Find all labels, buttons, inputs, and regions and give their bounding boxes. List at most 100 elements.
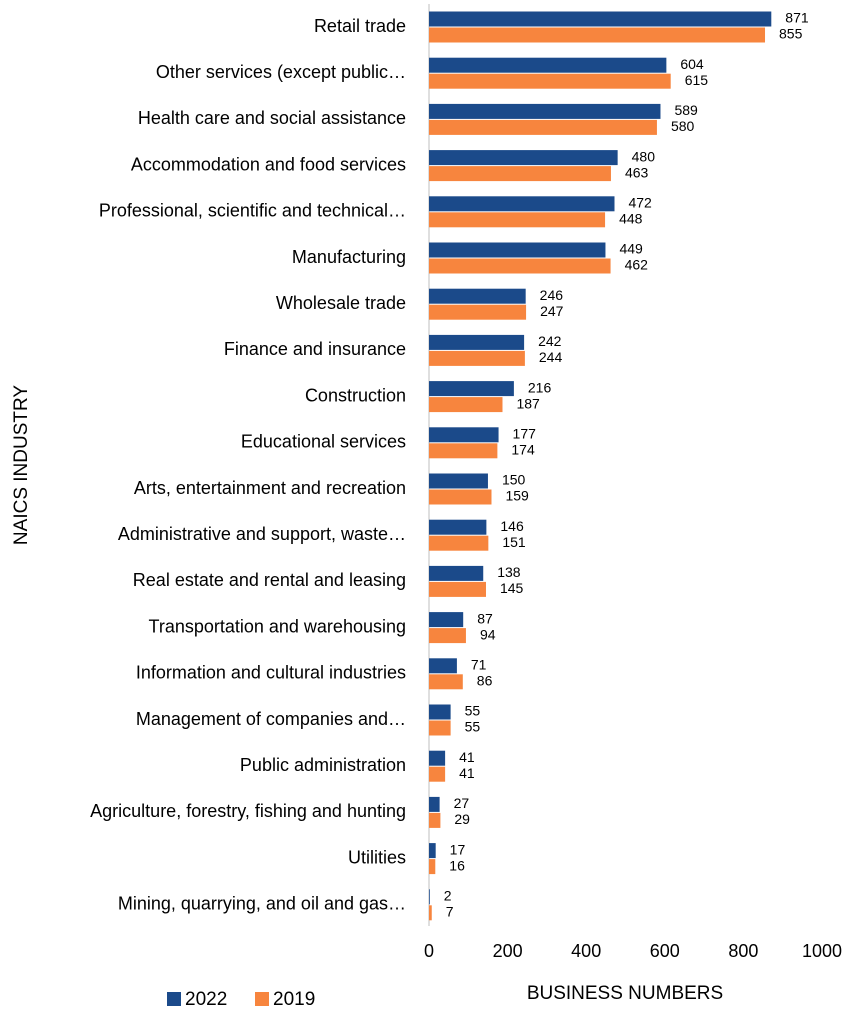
bar — [429, 397, 503, 413]
x-tick-label: 1000 — [802, 941, 842, 961]
legend-swatch — [167, 992, 181, 1006]
category-label: Finance and insurance — [224, 339, 406, 359]
bar — [429, 628, 466, 644]
data-label: 16 — [449, 857, 465, 873]
data-label: 448 — [619, 211, 643, 227]
bar — [429, 859, 436, 875]
data-label: 145 — [500, 580, 524, 596]
bar — [429, 766, 446, 782]
legend-label: 2022 — [185, 989, 227, 1010]
bar — [429, 57, 667, 73]
data-label: 71 — [471, 657, 487, 673]
category-label: Educational services — [241, 432, 406, 452]
category-label: Transportation and warehousing — [149, 616, 407, 636]
bar — [429, 812, 441, 828]
data-label: 242 — [538, 333, 562, 349]
data-label: 27 — [454, 795, 470, 811]
x-tick-label: 800 — [728, 941, 758, 961]
bar — [429, 258, 611, 274]
data-label: 146 — [500, 518, 524, 534]
data-label: 177 — [513, 426, 537, 442]
data-label: 246 — [540, 287, 564, 303]
data-label: 94 — [480, 626, 496, 642]
x-tick-label: 200 — [493, 941, 523, 961]
bar — [429, 519, 487, 535]
bar — [429, 11, 772, 27]
bar — [429, 103, 661, 119]
bar — [429, 565, 484, 581]
bar — [429, 889, 430, 905]
bar — [429, 150, 618, 166]
data-label: 615 — [685, 72, 709, 88]
data-label: 138 — [497, 564, 521, 580]
data-label: 216 — [528, 379, 552, 395]
data-label: 41 — [459, 749, 475, 765]
category-label: Administrative and support, waste… — [118, 524, 406, 544]
bar — [429, 443, 498, 459]
data-label: 151 — [502, 534, 526, 550]
bar — [429, 720, 451, 736]
bar — [429, 427, 499, 443]
bar — [429, 704, 451, 720]
bar — [429, 212, 606, 228]
category-label: Health care and social assistance — [138, 108, 406, 128]
category-label: Public administration — [240, 755, 406, 775]
legend-label: 2019 — [273, 989, 315, 1010]
x-tick-label: 0 — [424, 941, 434, 961]
category-label: Mining, quarrying, and oil and gas… — [118, 894, 406, 914]
data-label: 29 — [454, 811, 470, 827]
data-label: 247 — [540, 303, 564, 319]
bar — [429, 304, 527, 320]
x-tick-label: 600 — [650, 941, 680, 961]
bar — [429, 581, 486, 597]
category-label: Other services (except public… — [156, 62, 406, 82]
bar — [429, 473, 488, 489]
category-label: Professional, scientific and technical… — [99, 201, 406, 221]
category-label: Utilities — [348, 847, 406, 867]
category-label: Agriculture, forestry, fishing and hunti… — [90, 801, 406, 821]
bar — [429, 166, 611, 182]
category-label: Construction — [305, 385, 406, 405]
bar — [429, 843, 436, 859]
category-label: Management of companies and… — [136, 709, 406, 729]
bar — [429, 905, 432, 921]
bar — [429, 350, 525, 366]
category-label: Manufacturing — [292, 247, 406, 267]
data-label: 17 — [450, 841, 466, 857]
bar — [429, 535, 489, 551]
data-label: 580 — [671, 118, 695, 134]
category-label: Wholesale trade — [276, 293, 406, 313]
bar — [429, 796, 440, 812]
data-label: 589 — [674, 102, 698, 118]
x-tick-label: 400 — [571, 941, 601, 961]
x-axis-title: BUSINESS NUMBERS — [527, 983, 723, 1004]
bar — [429, 750, 446, 766]
category-label: Accommodation and food services — [131, 154, 406, 174]
y-axis-title: NAICS INDUSTRY — [11, 385, 32, 545]
data-label: 7 — [446, 904, 454, 920]
data-label: 480 — [632, 148, 656, 164]
data-label: 871 — [785, 10, 809, 26]
bar — [429, 119, 657, 135]
legend-swatch — [255, 992, 269, 1006]
data-label: 159 — [505, 488, 529, 504]
data-label: 472 — [628, 195, 652, 211]
bar — [429, 27, 766, 43]
data-label: 55 — [465, 703, 481, 719]
bar — [429, 196, 615, 212]
data-label: 150 — [502, 472, 526, 488]
bar — [429, 674, 463, 690]
data-label: 604 — [680, 56, 704, 72]
bar — [429, 73, 671, 89]
data-label: 174 — [511, 442, 535, 458]
data-label: 86 — [477, 673, 493, 689]
bar — [429, 242, 606, 258]
category-label: Real estate and rental and leasing — [133, 570, 406, 590]
data-label: 855 — [779, 26, 803, 42]
data-label: 87 — [477, 610, 493, 626]
data-label: 244 — [539, 349, 563, 365]
category-label: Information and cultural industries — [136, 663, 406, 683]
category-label: Arts, entertainment and recreation — [134, 478, 406, 498]
data-label: 449 — [619, 241, 643, 257]
